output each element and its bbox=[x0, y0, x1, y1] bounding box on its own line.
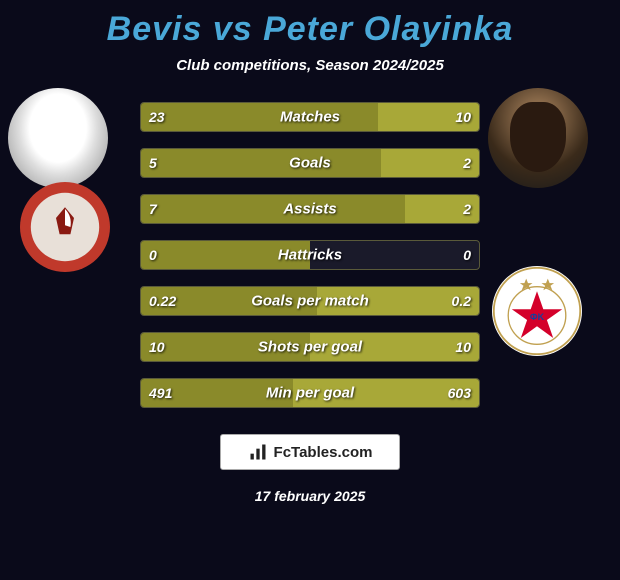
stat-left-value: 0 bbox=[149, 247, 157, 263]
stat-right-value: 0 bbox=[463, 247, 471, 263]
stat-label: Matches bbox=[280, 109, 340, 126]
stat-right-value: 10 bbox=[455, 339, 471, 355]
stat-left-value: 10 bbox=[149, 339, 165, 355]
stat-right-value: 2 bbox=[463, 201, 471, 217]
stat-label: Shots per goal bbox=[258, 339, 362, 356]
date-label: 17 february 2025 bbox=[255, 488, 366, 504]
stat-right-value: 10 bbox=[455, 109, 471, 125]
team-right-logo: ФK bbox=[492, 266, 582, 356]
stat-label: Hattricks bbox=[278, 247, 342, 264]
stat-row: 10 Shots per goal 10 bbox=[140, 332, 480, 362]
player-left-avatar bbox=[8, 88, 108, 188]
bar-fill-left bbox=[141, 149, 381, 177]
stat-bars: 23 Matches 10 5 Goals 2 7 Assists 2 bbox=[140, 102, 480, 408]
stat-row: 5 Goals 2 bbox=[140, 148, 480, 178]
player-right-avatar bbox=[488, 88, 588, 188]
stat-row: 491 Min per goal 603 bbox=[140, 378, 480, 408]
fctables-logo: FcTables.com bbox=[220, 434, 400, 470]
player-right-face-shape bbox=[510, 102, 566, 172]
stat-left-value: 0.22 bbox=[149, 293, 176, 309]
star-badge-icon: ФK bbox=[492, 266, 582, 356]
stat-row: 0 Hattricks 0 bbox=[140, 240, 480, 270]
shield-icon bbox=[20, 182, 110, 272]
stat-right-value: 2 bbox=[463, 155, 471, 171]
stat-left-value: 7 bbox=[149, 201, 157, 217]
bar-fill-left bbox=[141, 195, 405, 223]
stat-left-value: 23 bbox=[149, 109, 165, 125]
stat-row: 7 Assists 2 bbox=[140, 194, 480, 224]
stat-right-value: 0.2 bbox=[452, 293, 471, 309]
team-left-logo bbox=[20, 182, 110, 272]
stat-label: Goals bbox=[289, 155, 331, 172]
stats-area: ФK 23 Matches 10 5 Goals 2 7 bbox=[0, 102, 620, 408]
stat-left-value: 5 bbox=[149, 155, 157, 171]
stat-label: Goals per match bbox=[251, 293, 369, 310]
stat-label: Assists bbox=[283, 201, 336, 218]
bar-fill-left bbox=[141, 103, 378, 131]
stat-row: 23 Matches 10 bbox=[140, 102, 480, 132]
season-subtitle: Club competitions, Season 2024/2025 bbox=[176, 57, 444, 74]
svg-text:ФK: ФK bbox=[530, 312, 545, 322]
bar-chart-icon bbox=[248, 442, 268, 462]
stat-left-value: 491 bbox=[149, 385, 172, 401]
stat-label: Min per goal bbox=[266, 385, 354, 402]
comparison-title: Bevis vs Peter Olayinka bbox=[107, 10, 514, 49]
stat-row: 0.22 Goals per match 0.2 bbox=[140, 286, 480, 316]
footer-brand-text: FcTables.com bbox=[274, 444, 373, 461]
stat-right-value: 603 bbox=[448, 385, 471, 401]
